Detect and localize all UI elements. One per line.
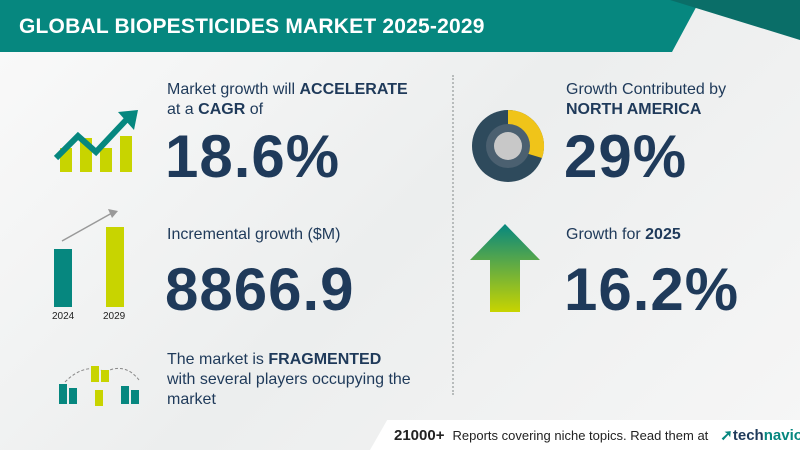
footer-banner: 21000+ Reports covering niche topics. Re… [370,420,800,450]
donut-chart-icon [472,109,545,182]
market-text: The market is FRAGMENTED with several pla… [167,351,411,408]
footer-text: Reports covering niche topics. Read them… [452,427,709,443]
bar-label-2024: 2024 [52,311,75,322]
growth-year-value: 16.2% [564,256,740,323]
incremental-label: Incremental growth ($M) [167,226,341,243]
growth-year-text: Growth for 2025 [566,226,681,243]
up-arrow-icon [470,224,540,312]
bar-label-2029: 2029 [103,311,126,322]
cagr-text: Market growth will ACCELERATE at a CAGR o… [167,81,408,118]
cagr-value: 18.6% [165,123,341,190]
page-title: GLOBAL BIOPESTICIDES MARKET 2025-2029 [19,15,485,38]
technavio-logo[interactable]: ➚technavio [720,427,800,444]
reports-count: 21000+ [394,426,445,444]
title-bar: GLOBAL BIOPESTICIDES MARKET 2025-2029 [0,0,700,52]
region-value: 29% [564,123,688,190]
incremental-value: 8866.9 [165,256,355,323]
trend-up-chart-icon [53,110,138,172]
region-text: Growth Contributed by NORTH AMERICA [566,81,727,118]
fragmented-market-icon [59,366,140,406]
divider [452,75,454,395]
bar-growth-icon [54,209,124,307]
logo-mark-icon: ➚ [720,427,733,444]
